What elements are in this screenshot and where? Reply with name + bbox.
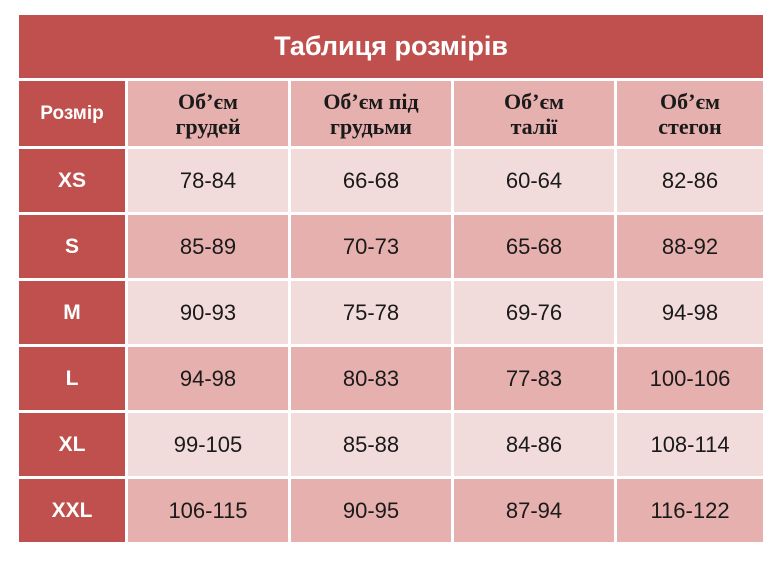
header-underbust-line1: Об’єм під (323, 88, 419, 114)
waist-value: 69-76 (454, 281, 614, 344)
header-hips-line2: стегон (658, 113, 722, 139)
table-row: XXL 106-115 90-95 87-94 116-122 (19, 479, 764, 542)
header-hips: Об’єм стегон (617, 81, 764, 146)
underbust-value: 80-83 (291, 347, 451, 410)
size-label: XS (19, 149, 125, 212)
size-table: Таблиця розмірів Розмір Об’єм грудей Об’… (16, 12, 766, 545)
underbust-value: 70-73 (291, 215, 451, 278)
chest-value: 94-98 (128, 347, 288, 410)
underbust-value: 90-95 (291, 479, 451, 542)
header-waist-line2: талії (510, 113, 558, 139)
header-chest-line2: грудей (175, 113, 241, 139)
header-waist-line1: Об’єм (504, 88, 564, 114)
header-size: Розмір (19, 81, 125, 146)
waist-value: 60-64 (454, 149, 614, 212)
size-label: M (19, 281, 125, 344)
hips-value: 94-98 (617, 281, 764, 344)
header-chest-line1: Об’єм (178, 88, 238, 114)
header-chest: Об’єм грудей (128, 81, 288, 146)
waist-value: 84-86 (454, 413, 614, 476)
hips-value: 108-114 (617, 413, 764, 476)
chest-value: 106-115 (128, 479, 288, 542)
table-row: XS 78-84 66-68 60-64 82-86 (19, 149, 764, 212)
hips-value: 116-122 (617, 479, 764, 542)
size-label: L (19, 347, 125, 410)
waist-value: 77-83 (454, 347, 614, 410)
waist-value: 65-68 (454, 215, 614, 278)
table-row: XL 99-105 85-88 84-86 108-114 (19, 413, 764, 476)
table-row: S 85-89 70-73 65-68 88-92 (19, 215, 764, 278)
header-waist: Об’єм талії (454, 81, 614, 146)
chest-value: 78-84 (128, 149, 288, 212)
table-title: Таблиця розмірів (19, 15, 764, 78)
underbust-value: 85-88 (291, 413, 451, 476)
hips-value: 88-92 (617, 215, 764, 278)
chest-value: 99-105 (128, 413, 288, 476)
size-label: XL (19, 413, 125, 476)
title-row: Таблиця розмірів (19, 15, 764, 78)
size-label: XXL (19, 479, 125, 542)
header-row: Розмір Об’єм грудей Об’єм під грудьми Об… (19, 81, 764, 146)
waist-value: 87-94 (454, 479, 614, 542)
underbust-value: 66-68 (291, 149, 451, 212)
hips-value: 82-86 (617, 149, 764, 212)
table-row: L 94-98 80-83 77-83 100-106 (19, 347, 764, 410)
header-underbust: Об’єм під грудьми (291, 81, 451, 146)
header-underbust-line2: грудьми (330, 113, 412, 139)
chest-value: 90-93 (128, 281, 288, 344)
table-row: M 90-93 75-78 69-76 94-98 (19, 281, 764, 344)
header-hips-line1: Об’єм (660, 88, 720, 114)
chest-value: 85-89 (128, 215, 288, 278)
underbust-value: 75-78 (291, 281, 451, 344)
size-label: S (19, 215, 125, 278)
hips-value: 100-106 (617, 347, 764, 410)
